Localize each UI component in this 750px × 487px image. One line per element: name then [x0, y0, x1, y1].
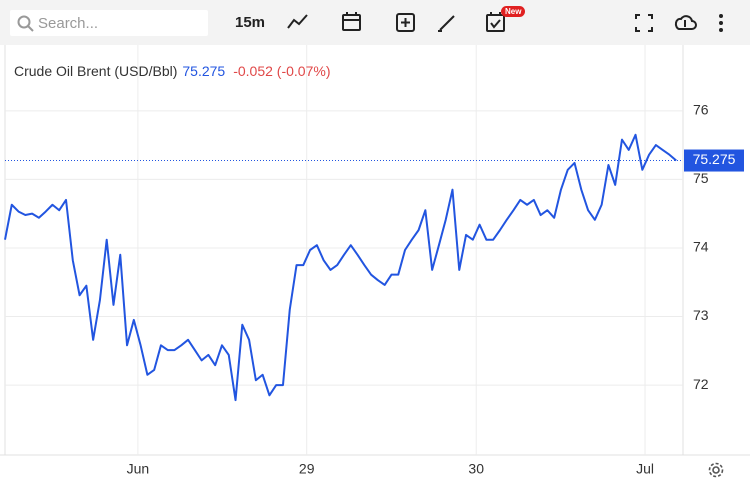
- legend-change: -0.052 (-0.07%): [233, 63, 330, 79]
- y-tick-label: 73: [693, 307, 709, 323]
- search-placeholder: Search...: [38, 15, 99, 32]
- x-tick-label: Jul: [636, 461, 654, 477]
- x-tick-label: Jun: [127, 461, 150, 477]
- y-tick-label: 76: [693, 102, 709, 118]
- search-box[interactable]: Search...: [10, 10, 208, 36]
- price-label: 75.275: [693, 151, 736, 167]
- interval-button[interactable]: 15m: [235, 14, 266, 31]
- legend-price: 75.275: [182, 63, 225, 79]
- new-badge: New: [501, 6, 526, 17]
- price-line: [4, 133, 677, 402]
- y-tick-label: 75: [693, 170, 709, 186]
- price-label-box: [684, 149, 744, 172]
- legend: Crude Oil Brent (USD/Bbl) 75.275 -0.052 (-…: [14, 63, 331, 79]
- x-tick-label: 30: [468, 461, 484, 477]
- y-tick-label: 74: [693, 239, 709, 255]
- y-tick-label: 72: [693, 376, 709, 392]
- search-icon: [17, 15, 34, 32]
- legend-title: Crude Oil Brent (USD/Bbl): [14, 63, 177, 79]
- x-tick-label: 29: [299, 461, 315, 477]
- settings-icon[interactable]: [708, 462, 724, 478]
